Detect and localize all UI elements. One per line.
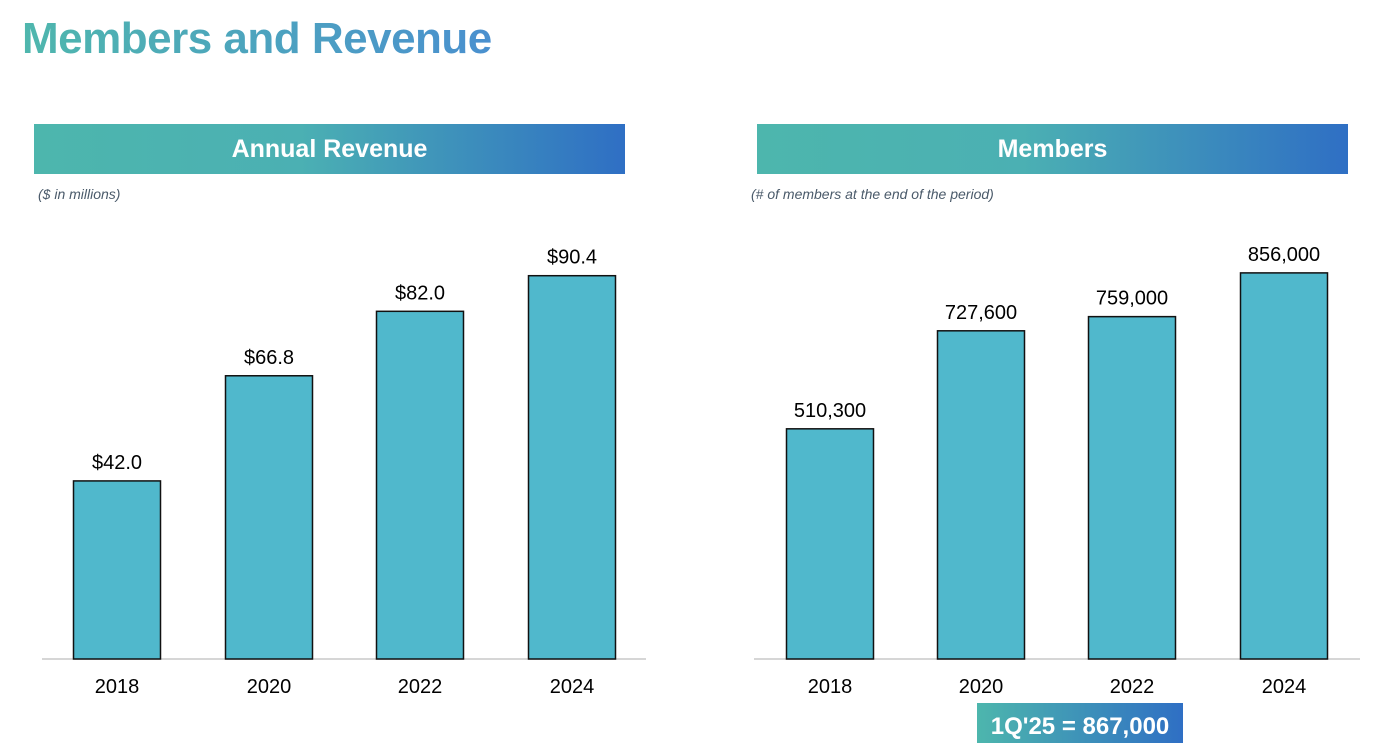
- data-label-2020: 727,600: [945, 302, 1017, 324]
- x-tick-label-2018: 2018: [808, 676, 853, 698]
- members-chart-header: Members: [757, 124, 1348, 174]
- data-label-2020: $66.8: [244, 347, 294, 369]
- data-label-2024: $90.4: [547, 247, 597, 269]
- x-tick-label-2020: 2020: [959, 676, 1004, 698]
- data-label-2022: $82.0: [395, 282, 445, 304]
- bar-2024: [1239, 272, 1329, 660]
- data-label-2022: 759,000: [1096, 288, 1168, 310]
- bar-2020: [224, 375, 314, 660]
- bar-2018: [785, 428, 875, 660]
- revenue-bar-chart: $42.0 2018 $66.8 2020 $82.0 2022 $90.4 2024: [42, 247, 646, 698]
- x-tick-label-2020: 2020: [247, 676, 292, 698]
- revenue-subtitle: ($ in millions): [38, 186, 121, 202]
- page-title: Members and Revenue: [22, 14, 492, 63]
- x-tick-label-2022: 2022: [1110, 676, 1155, 698]
- q1-members-callout: 1Q'25 = 867,000: [977, 703, 1183, 743]
- x-tick-label-2018: 2018: [95, 676, 140, 698]
- bar-2022: [1087, 315, 1177, 660]
- members-bar-chart: 510,300 2018 727,600 2020 759,000 2022 856,000…: [754, 244, 1360, 698]
- revenue-chart-header: Annual Revenue: [34, 124, 625, 174]
- data-label-2024: 856,000: [1248, 244, 1320, 266]
- data-label-2018: $42.0: [92, 452, 142, 474]
- bar-2018: [72, 480, 162, 660]
- x-tick-label-2022: 2022: [398, 676, 443, 698]
- bar-2024: [527, 274, 617, 660]
- x-tick-label-2024: 2024: [1262, 676, 1307, 698]
- x-tick-label-2024: 2024: [550, 676, 595, 698]
- bar-2022: [375, 310, 465, 660]
- bar-2020: [936, 330, 1026, 660]
- data-label-2018: 510,300: [794, 400, 866, 422]
- members-subtitle: (# of members at the end of the period): [751, 186, 994, 202]
